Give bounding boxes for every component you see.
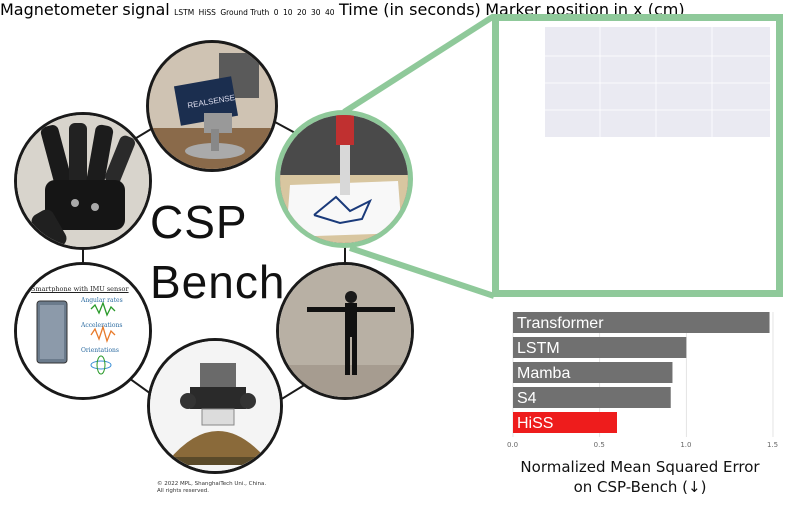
bar-hiss (513, 412, 617, 433)
time-xlabel: Time (in seconds) (339, 0, 481, 19)
bar-label-mamba: Mamba (517, 365, 570, 382)
title-bench: Bench (150, 256, 286, 308)
bar-label-s4: S4 (517, 390, 537, 407)
magnetometer-ylabel-1: Magnetometer (0, 0, 118, 19)
signal-plots (545, 27, 770, 137)
nmse-bar-chart: 0.0 0.5 1.0 1.5 Transformer LSTM Mamba S4 HiSS (507, 312, 778, 449)
x-tick-20: 20 (297, 8, 307, 17)
bar-s4 (513, 387, 671, 408)
copyright-text: © 2022 MPL, ShanghaiTech Uni., China. Al… (157, 481, 266, 495)
magnetometer-ylabel-2: signal (122, 0, 170, 19)
copyright-line-1: © 2022 MPL, ShanghaiTech Uni., China. (157, 481, 267, 487)
legend-lstm: LSTM (174, 8, 195, 17)
x-tick-10: 10 (283, 8, 293, 17)
phone-label-accelerations: Accelerations (81, 322, 123, 329)
bar-label-hiss: HiSS (517, 415, 553, 432)
legend-ground-truth: Ground Truth (220, 8, 270, 17)
bar-chart-xlabel-2: on CSP-Bench (↓) (573, 478, 707, 496)
magnetometer-gridlines (545, 27, 770, 137)
bar-x-tick: 0.5 (594, 441, 605, 449)
smartphone-imu-photo: Smartphone with IMU sensor Angular rates… (14, 262, 152, 400)
bar-mamba (513, 362, 673, 383)
phone-card-title: Smartphone with IMU sensor (31, 285, 129, 293)
marker-plot-area: LSTM HiSS Ground Truth 0 10 20 30 40 Tim… (174, 0, 778, 496)
bar-lstm (513, 337, 687, 358)
magnetometer-plot-area (545, 27, 770, 137)
x-tick-30: 30 (311, 8, 321, 17)
marker-legend: LSTM HiSS Ground Truth (174, 2, 274, 19)
bar-x-tick: 1.0 (680, 441, 691, 449)
bar-transformer (513, 312, 770, 333)
x-tick-0: 0 (273, 8, 279, 17)
bar-chart-xlabel-1: Normalized Mean Squared Error (520, 458, 760, 476)
hiss-trace: LSTM HiSS Ground Truth 0 10 20 30 40 Tim… (174, 0, 778, 496)
bar-label-lstm: LSTM (517, 340, 560, 357)
bar-x-tick: 1.5 (767, 441, 778, 449)
robot-hand-photo (14, 112, 152, 250)
robot-drawing-photo (275, 110, 413, 248)
bar-label-transformer: Transformer (517, 315, 604, 332)
copyright-line-2: All rights reserved. (157, 488, 210, 494)
phone-label-orientations: Orientations (81, 347, 119, 354)
lstm-trace: LSTM HiSS Ground Truth 0 10 20 30 40 Tim… (174, 0, 778, 496)
phone-label-angular-rates: Angular rates (81, 297, 123, 304)
title-csp: CSP (150, 196, 248, 248)
bar-x-tick: 0.0 (507, 441, 518, 449)
x-tick-40: 40 (325, 8, 335, 17)
legend-hiss: HiSS (198, 8, 216, 17)
robot-helmet-photo (147, 338, 283, 474)
ground-truth-trace: LSTM HiSS Ground Truth 0 10 20 30 40 Tim… (174, 0, 778, 496)
